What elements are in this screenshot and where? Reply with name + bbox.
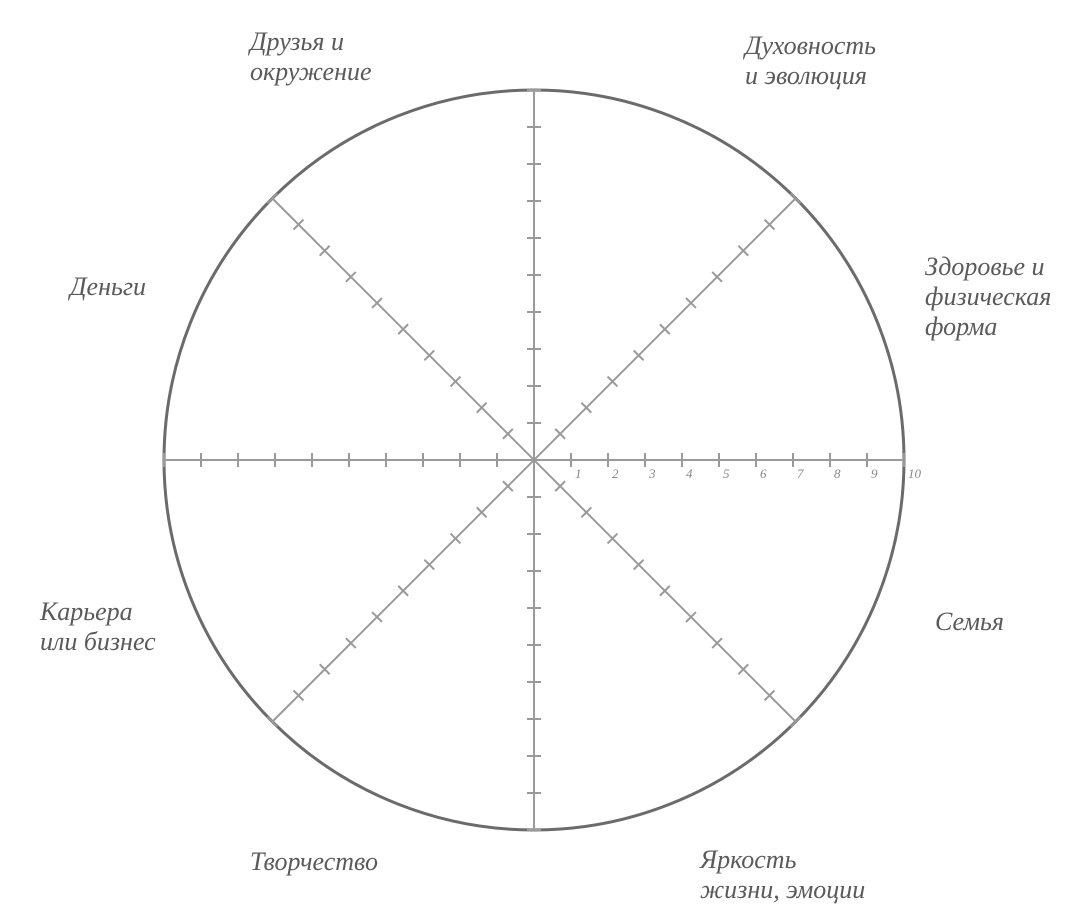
axis-label-5: Творчество: [250, 847, 378, 876]
scale-number: 10: [908, 466, 922, 481]
scale-number: 9: [871, 466, 878, 481]
scale-number: 1: [575, 466, 582, 481]
scale-number: 7: [797, 466, 804, 481]
scale-number: 3: [648, 466, 656, 481]
life-balance-wheel: 12345678910Духовностьи эволюцияЗдоровье …: [0, 0, 1068, 910]
scale-number: 6: [760, 466, 767, 481]
scale-number: 5: [723, 466, 730, 481]
scale-number: 8: [834, 466, 841, 481]
scale-number: 4: [686, 466, 693, 481]
axis-label-3: Семья: [935, 607, 1004, 636]
scale-number: 2: [612, 466, 619, 481]
axis-label-7: Деньги: [67, 272, 146, 301]
axis-label-0: Духовностьи эволюция: [742, 31, 876, 90]
